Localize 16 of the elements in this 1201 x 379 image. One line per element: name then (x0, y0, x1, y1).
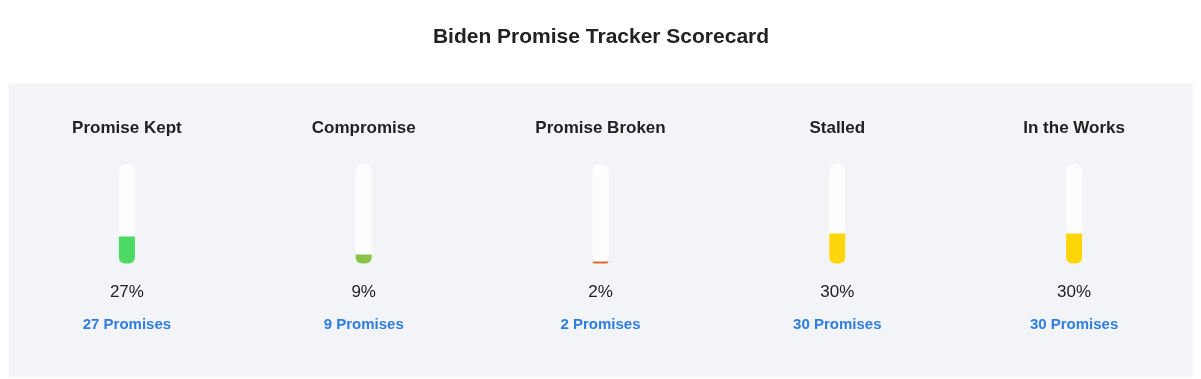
text: 30 Promises (1029, 315, 1119, 332)
data-label: 30% (1057, 282, 1092, 301)
x-tick-label: Promise Broken (535, 118, 666, 137)
data-label: 30% (820, 282, 855, 301)
data-label: 9% (351, 282, 376, 301)
text: 9 Promises (323, 315, 404, 332)
text: 30 Promises (793, 315, 882, 332)
x-tick-label: In the Works (1023, 118, 1125, 137)
x-tick-label: Stalled (809, 118, 866, 137)
text: 2 Promises (560, 315, 641, 332)
x-tick-label: Promise Kept (72, 118, 183, 137)
chart-title: Biden Promise Tracker Scorecard (432, 24, 770, 47)
data-label: 2% (588, 282, 613, 301)
text: 27 Promises (82, 315, 172, 332)
x-tick-label: Compromise (311, 118, 416, 137)
data-label: 27% (109, 282, 144, 301)
